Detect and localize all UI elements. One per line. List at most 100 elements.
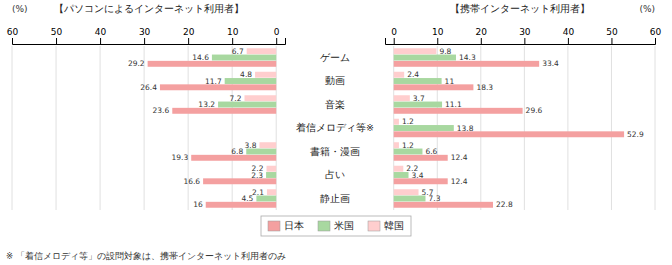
tick: 40: [563, 27, 575, 44]
axis-label: (%): [12, 4, 28, 14]
tick: 40: [95, 27, 107, 44]
tick: 60: [650, 27, 662, 44]
bar: [394, 119, 399, 125]
title: 【携帯インターネット利用者】: [450, 3, 590, 14]
bar: [267, 166, 277, 172]
grid-line: [655, 46, 656, 210]
tick: 60: [7, 27, 19, 44]
tick-label: 60: [650, 27, 662, 37]
bars: [394, 48, 624, 207]
data-label: 2.1: [252, 188, 264, 197]
category-label: 占い: [325, 169, 345, 180]
data-label: 3.8: [245, 141, 257, 150]
bar: [394, 131, 624, 137]
grid: [394, 46, 655, 210]
axis-line: [13, 38, 286, 45]
tick: 10: [432, 27, 444, 44]
data-labels: 29.226.423.619.316.61614.611.713.26.82.3…: [128, 47, 264, 210]
tick-label: 10: [432, 27, 444, 37]
grid-line: [100, 46, 101, 210]
tick-mark: [568, 38, 569, 44]
data-label: 13.8: [457, 124, 474, 133]
category-label: 着信メロディ等※: [296, 122, 374, 133]
tick: 30: [139, 27, 151, 44]
tick: 50: [606, 27, 618, 44]
legend-label: 日本: [284, 220, 304, 231]
tick: 50: [51, 27, 63, 44]
bar: [212, 55, 276, 61]
data-label: 3.7: [413, 94, 425, 103]
tick-label: 10: [227, 27, 239, 37]
bar: [394, 189, 419, 195]
panel-0: 29.226.423.619.316.61614.611.713.26.82.3…: [7, 3, 286, 210]
tick-mark: [437, 38, 438, 44]
grid-line: [12, 46, 13, 210]
category-label: 書籍・漫画: [310, 146, 360, 157]
data-label: 52.9: [627, 130, 644, 139]
data-label: 1.2: [402, 117, 414, 126]
data-label: 12.4: [451, 153, 468, 162]
tick-mark: [144, 38, 145, 44]
chart: 29.226.423.619.316.61614.611.713.26.82.3…: [0, 0, 672, 265]
tick: 30: [519, 27, 531, 44]
data-label: 16: [193, 200, 203, 209]
data-label: 6.7: [232, 47, 244, 56]
legend-items: 日本 米国 韓国: [268, 220, 404, 231]
data-label: 23.6: [153, 106, 170, 115]
tick-label: 0: [391, 27, 397, 37]
tick-label: 40: [563, 27, 575, 37]
bar: [394, 84, 474, 90]
grid-line: [144, 46, 145, 210]
bar: [394, 202, 493, 208]
data-label: 7.2: [230, 94, 242, 103]
tick-label: 20: [476, 27, 488, 37]
data-label: 2.2: [252, 164, 264, 173]
tick-label: 30: [139, 27, 151, 37]
tick-label: 40: [95, 27, 107, 37]
legend: 日本 米国 韓国: [261, 216, 411, 236]
footnote: ※ 「着信メロディ等」の設問対象は、携帯インターネット利用者のみ: [6, 251, 286, 261]
tick-label: 50: [606, 27, 618, 37]
grid-line: [232, 46, 233, 210]
bar: [203, 178, 276, 184]
data-label: 12.4: [451, 177, 468, 186]
tick: 10: [227, 27, 239, 44]
data-label: 19.3: [172, 153, 189, 162]
tick-mark: [188, 38, 189, 44]
category-label: 音楽: [325, 99, 345, 110]
tick-mark: [56, 38, 57, 44]
data-label: 29.6: [526, 106, 543, 115]
bar: [218, 102, 276, 108]
tick-mark: [655, 38, 656, 44]
bar: [394, 142, 399, 148]
bar: [394, 48, 437, 54]
tick-mark: [394, 38, 395, 44]
bar: [394, 155, 448, 161]
tick: 20: [183, 27, 195, 44]
tick: 0: [274, 27, 280, 44]
legend-item: 米国: [318, 220, 354, 231]
bar: [267, 189, 276, 195]
legend-swatch: [268, 221, 280, 231]
data-label: 33.4: [542, 59, 559, 68]
legend-item: 韓国: [368, 220, 404, 231]
tick-label: 0: [274, 27, 280, 37]
data-label: 11.7: [205, 77, 222, 86]
data-label: 22.8: [496, 200, 513, 209]
tick-label: 20: [183, 27, 195, 37]
axis-line: [386, 38, 656, 45]
data-label: 11.1: [445, 100, 462, 109]
legend-label: 米国: [334, 220, 354, 231]
data-label: 13.2: [198, 100, 215, 109]
axis-label: (%): [639, 4, 655, 14]
data-label: 18.3: [476, 83, 493, 92]
data-label: 6.6: [425, 147, 437, 156]
legend-swatch: [318, 221, 330, 231]
data-label: 14.3: [459, 53, 476, 62]
data-label: 2.4: [407, 70, 419, 79]
grid: [12, 46, 276, 210]
bar: [394, 72, 404, 78]
data-label: 4.8: [240, 70, 252, 79]
data-label: 11: [445, 77, 455, 86]
data-label: 16.6: [183, 177, 200, 186]
